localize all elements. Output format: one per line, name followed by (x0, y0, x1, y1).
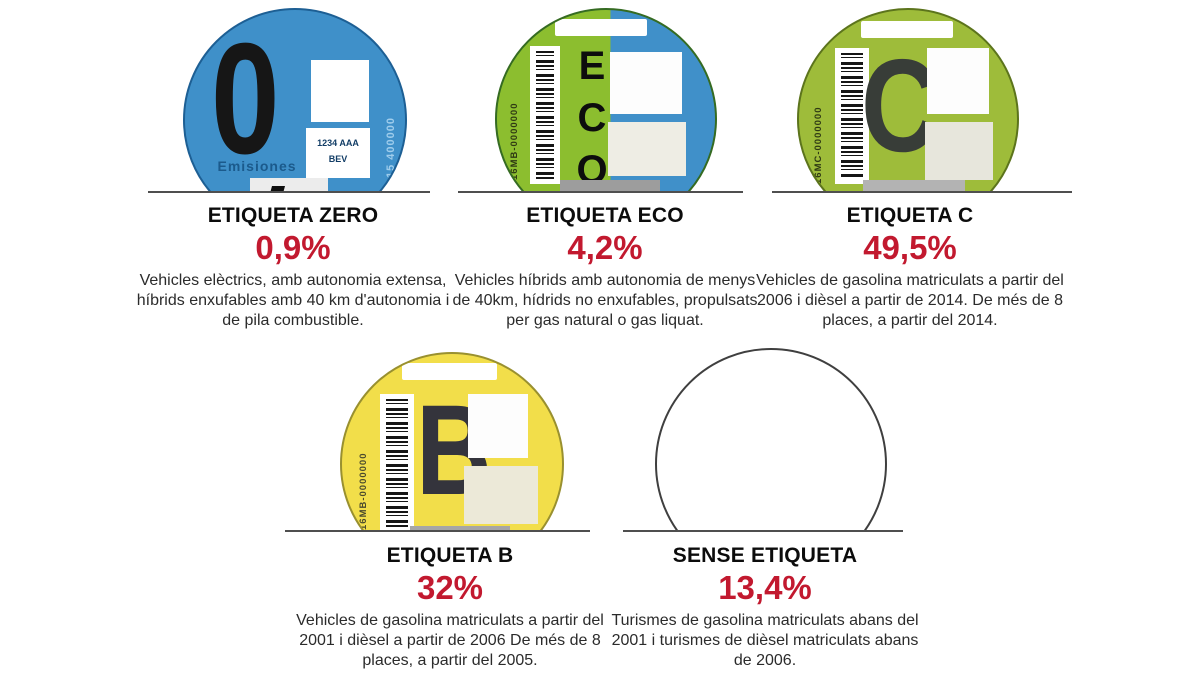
emissions-caption: Emisiones (217, 158, 297, 174)
top-white-bar (402, 363, 497, 380)
caption-zero: ETIQUETA ZERO 0,9% Vehicles elèctrics, a… (133, 204, 453, 331)
plate-placeholder-box (608, 122, 686, 176)
badge-percentage: 32% (416, 569, 484, 606)
barcode (380, 394, 414, 530)
plate-placeholder-box (925, 122, 993, 180)
dgt-logo-bar: DGT (560, 180, 660, 194)
caption-none: SENSE ETIQUETA 13,4% Turismes de gasolin… (605, 544, 925, 671)
plate-placeholder-box (464, 466, 538, 524)
caption-b: ETIQUETA B 32% Vehicles de gasolina matr… (290, 544, 610, 671)
serial-number: 16MB-0000000 (509, 102, 520, 181)
plate-box: 1234 AAA BEV (306, 128, 370, 178)
badge-title: SENSE ETIQUETA (672, 544, 858, 567)
badge-description: Vehicles de gasolina matriculats a parti… (756, 272, 1064, 329)
serial-number: 15 400000 (385, 117, 397, 178)
badge-b-sticker: 16MB-0000000 B DGT (340, 352, 564, 531)
badge-description: Vehicles de gasolina matriculats a parti… (296, 612, 604, 669)
barcode-bars (386, 399, 408, 527)
badge-eco-sticker: 16MB-0000000 ECO DGT (495, 8, 717, 194)
top-white-bar (861, 21, 953, 38)
top-white-bar (555, 19, 647, 36)
badge-c-sticker: 16MC-0000000 C DGT (797, 8, 1019, 194)
zero-big-digit: 0 (211, 11, 280, 187)
badge-title: ETIQUETA ZERO (207, 204, 379, 227)
badge-percentage: 0,9% (255, 229, 331, 266)
qr-placeholder-box (927, 48, 989, 114)
barcode (835, 48, 869, 184)
badge-none-outline (655, 348, 887, 530)
dgt-logo-bar: DGT (863, 180, 965, 194)
plate-type: BEV (328, 154, 348, 165)
barcode-bars (536, 51, 554, 179)
dgt-logo-bar (250, 178, 328, 191)
badge-percentage: 13,4% (718, 569, 812, 606)
dgt-logo-bar: DGT (410, 526, 510, 530)
ground-line-c: 16MC-0000000 C DGT (772, 0, 1072, 193)
badge-description: Vehicles elèctrics, amb autonomia extens… (136, 272, 450, 329)
ground-line-zero: 0 Emisiones 1234 AAA BEV 15 400000 (148, 0, 430, 193)
qr-placeholder-box (610, 52, 682, 114)
plate-number: 1234 AAA (317, 138, 359, 148)
badge-description: Turismes de gasolina matriculats abans d… (611, 612, 919, 669)
badge-title: ETIQUETA B (386, 544, 514, 567)
badge-title: ETIQUETA C (846, 204, 974, 227)
caption-c: ETIQUETA C 49,5% Vehicles de gasolina ma… (748, 204, 1072, 331)
qr-placeholder-box (311, 60, 369, 122)
dgt-logo-text: DGT (599, 193, 644, 194)
badge-zero-sticker: 0 Emisiones 1234 AAA BEV 15 400000 (183, 8, 407, 191)
dgt-logo-icon (267, 186, 286, 191)
ground-line-b: 16MB-0000000 B DGT (285, 339, 590, 532)
serial-number: 16MB-0000000 (358, 452, 369, 531)
serial-number: 16MC-0000000 (813, 106, 824, 185)
ground-line-eco: 16MB-0000000 ECO DGT (458, 0, 743, 193)
caption-eco: ETIQUETA ECO 4,2% Vehicles híbrids amb a… (445, 204, 765, 331)
barcode (530, 46, 560, 184)
dgt-logo-text: DGT (903, 193, 948, 194)
barcode-bars (841, 53, 863, 179)
ground-line-none (623, 339, 903, 532)
badge-description: Vehicles híbrids amb autonomia de menys … (452, 272, 758, 329)
badge-percentage: 49,5% (863, 229, 957, 266)
badge-title: ETIQUETA ECO (526, 204, 684, 227)
qr-placeholder-box (468, 394, 528, 458)
badge-percentage: 4,2% (567, 229, 643, 266)
eco-big-letters: ECO (570, 44, 614, 193)
